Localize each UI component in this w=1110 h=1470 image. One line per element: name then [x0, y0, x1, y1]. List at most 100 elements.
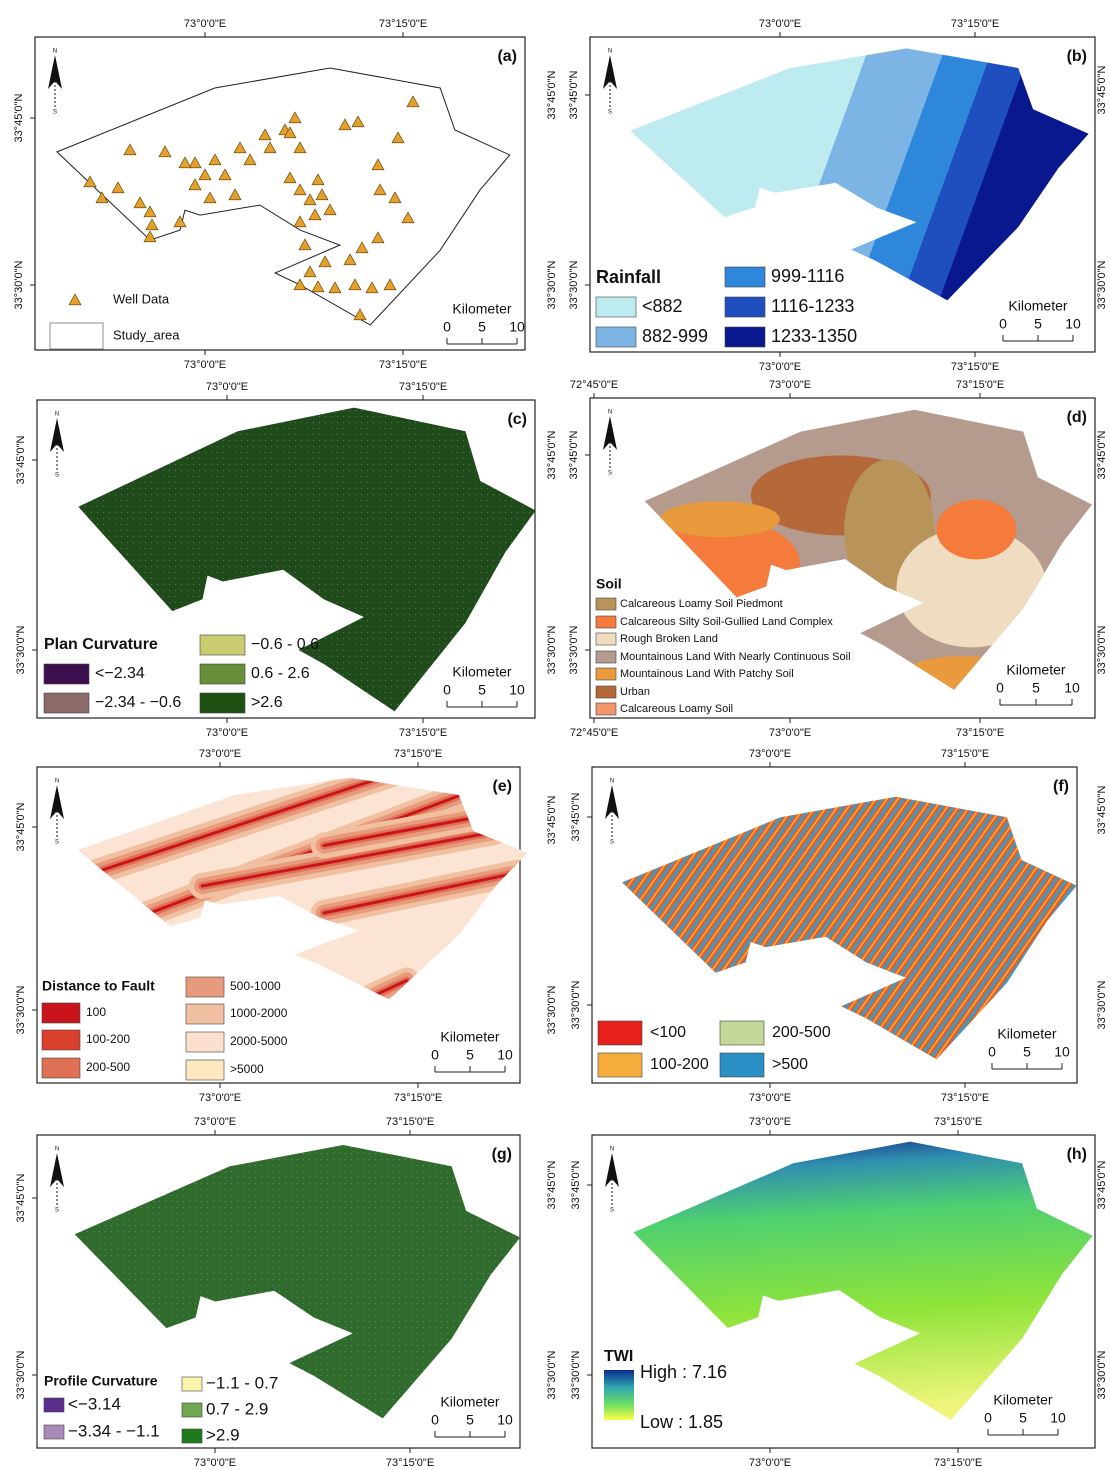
north-label: N — [55, 412, 59, 418]
well-point — [353, 308, 367, 321]
south-label: S — [53, 110, 57, 116]
legend-ramp — [604, 1370, 634, 1420]
well-point — [208, 153, 222, 166]
right-coordinate: 33°30'0"N — [546, 985, 558, 1034]
scale-title: Kilometer — [440, 1394, 499, 1410]
south-label: S — [55, 840, 59, 846]
right-coordinate: 33°30'0"N — [1096, 980, 1108, 1029]
map-panel: (f) N S 73°0'0"E 73°15'0"E 73°0'0"E 73°15'0"E 3… — [570, 748, 1108, 1104]
panel-label: (f) — [1053, 778, 1069, 795]
legend-label: 882-999 — [642, 326, 708, 346]
legend-swatch — [595, 296, 637, 318]
legend-label: 100-200 — [86, 1032, 130, 1046]
well-point — [303, 265, 317, 278]
scale-title: Kilometer — [452, 664, 511, 680]
right-coordinate: 33°45'0"N — [1096, 1160, 1108, 1209]
left-coordinate: 33°30'0"N — [568, 260, 580, 309]
legend-swatch — [181, 1376, 203, 1392]
well-point — [388, 191, 402, 204]
legend-swatch — [185, 1031, 225, 1053]
well-point — [95, 191, 109, 204]
legend-label: 0.7 - 2.9 — [206, 1399, 268, 1418]
legend-label: −1.1 - 0.7 — [206, 1373, 278, 1392]
legend-label: Calcareous Loamy Soil — [620, 703, 733, 715]
right-coordinate: 33°30'0"N — [1096, 1350, 1108, 1399]
legend-swatch — [597, 1052, 643, 1078]
north-arrow — [605, 785, 619, 819]
bottom-coordinate: 73°15'0"E — [394, 1092, 442, 1104]
well-point — [318, 255, 332, 268]
left-coordinate: 33°45'0"N — [570, 1160, 582, 1209]
well-point — [371, 158, 385, 171]
legend-title: Soil — [596, 576, 622, 592]
bottom-coordinate: 73°15'0"E — [941, 1092, 989, 1104]
north-arrow — [48, 55, 62, 89]
scale-tick-label: 10 — [1054, 1044, 1070, 1060]
legend-swatch — [719, 1052, 765, 1078]
fault-buffer — [93, 777, 423, 874]
left-coordinate: 33°30'0"N — [15, 1350, 27, 1399]
top-coordinate: 73°15'0"E — [941, 748, 989, 760]
fault-buffer — [322, 817, 472, 847]
north-label: N — [55, 779, 59, 785]
right-coordinate: 33°30'0"N — [1096, 260, 1108, 309]
legend-label: >2.6 — [251, 694, 283, 711]
study-area — [78, 407, 536, 712]
well-point — [343, 253, 357, 266]
right-coordinate: 33°45'0"N — [1096, 430, 1108, 479]
right-coordinate: 33°45'0"N — [546, 430, 558, 479]
top-coordinate: 73°0'0"E — [769, 379, 811, 391]
well-point — [258, 128, 272, 141]
legend-label: 200-500 — [772, 1024, 831, 1041]
legend-swatch — [595, 667, 617, 681]
scale-tick-label: 10 — [509, 682, 525, 698]
right-coordinate: 33°45'0"N — [1096, 65, 1108, 114]
well-point — [391, 131, 405, 144]
legend-label: 999-1116 — [771, 266, 844, 286]
north-label: N — [608, 49, 612, 55]
well-point — [293, 215, 307, 228]
well-point — [298, 238, 312, 251]
legend-title: Distance to Fault — [42, 978, 155, 994]
legend-swatch — [43, 663, 90, 685]
well-point — [371, 231, 385, 244]
scale-tick-label: 5 — [1023, 1044, 1031, 1060]
panel-label: (d) — [1067, 409, 1087, 426]
well-point — [308, 208, 322, 221]
bottom-coordinate: 73°0'0"E — [206, 727, 248, 739]
legend-label: <100 — [650, 1024, 686, 1041]
scale-tick-label: 5 — [466, 1412, 474, 1428]
well-point — [233, 141, 247, 154]
legend-swatch — [68, 293, 82, 306]
scale-tick-label: 0 — [984, 1410, 992, 1426]
legend-swatch — [185, 976, 225, 998]
legend-swatch — [41, 1002, 81, 1024]
legend-swatch — [181, 1428, 203, 1444]
bottom-coordinate: 73°0'0"E — [199, 1092, 241, 1104]
north-arrow — [603, 416, 617, 450]
bottom-coordinate: 73°15'0"E — [379, 359, 427, 371]
legend-swatch — [595, 597, 617, 611]
top-coordinate: 73°0'0"E — [199, 748, 241, 760]
bottom-coordinate: 73°0'0"E — [759, 361, 801, 373]
legend-swatch — [724, 296, 766, 318]
right-coordinate: 33°45'0"N — [546, 1160, 558, 1209]
soil-zone — [896, 527, 1047, 648]
study-area — [633, 1141, 1093, 1420]
top-coordinate: 73°15'0"E — [951, 18, 999, 30]
well-point — [311, 173, 325, 186]
north-label: N — [53, 49, 57, 55]
left-coordinate: 33°45'0"N — [570, 792, 582, 841]
well-point — [218, 168, 232, 181]
legend-label: 2000-5000 — [230, 1034, 288, 1048]
legend-label: −3.34 - −1.1 — [68, 1421, 160, 1440]
left-coordinate: 33°30'0"N — [13, 260, 25, 309]
well-point — [328, 281, 342, 294]
bottom-coordinate: 73°0'0"E — [194, 1457, 236, 1469]
left-coordinate: 33°45'0"N — [15, 1173, 27, 1222]
legend-swatch — [595, 702, 617, 716]
scale-title: Kilometer — [1006, 662, 1065, 678]
top-coordinate: 73°15'0"E — [956, 379, 1004, 391]
scale-tick-label: 10 — [1065, 316, 1081, 332]
well-point — [158, 145, 172, 158]
